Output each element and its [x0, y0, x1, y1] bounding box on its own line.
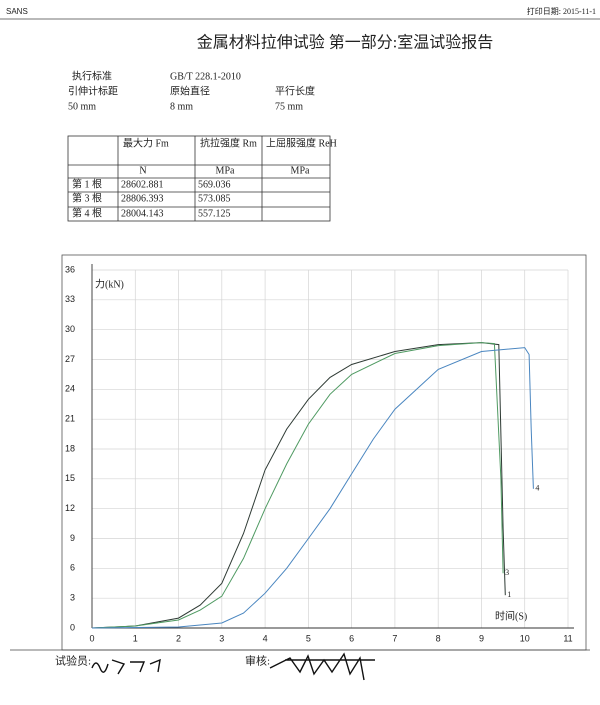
- x-tick-label: 11: [563, 633, 572, 643]
- series-label: 3: [505, 568, 509, 577]
- y-tick-label: 36: [65, 264, 75, 274]
- x-tick-label: 0: [89, 633, 94, 643]
- x-tick-label: 3: [219, 633, 224, 643]
- y-tick-label: 21: [65, 414, 75, 424]
- curve: [91, 342, 504, 629]
- table-border: [67, 135, 331, 222]
- table-unit: N: [139, 165, 146, 176]
- reviewer-label: 审核:: [245, 654, 270, 668]
- y-tick-label: 0: [70, 622, 75, 632]
- y-tick-label: 9: [70, 533, 75, 543]
- info-label: 执行标准: [72, 69, 112, 82]
- table-cell: 第 3 根: [72, 191, 102, 204]
- table-unit: MPa: [216, 165, 235, 176]
- y-tick-label: 33: [65, 294, 75, 304]
- info-value: 75 mm: [275, 101, 303, 112]
- y-tick-label: 27: [65, 354, 75, 364]
- x-tick-label: 4: [263, 633, 268, 643]
- signature: [269, 652, 375, 681]
- table-cell: 557.125: [198, 208, 231, 219]
- y-tick-label: 15: [65, 473, 75, 483]
- table-cell: 第 1 根: [72, 177, 102, 190]
- x-tick-label: 5: [306, 633, 311, 643]
- tester-label: 试验员:: [55, 654, 91, 668]
- result-table: [67, 135, 331, 222]
- info-value: 8 mm: [170, 101, 193, 112]
- table-cell: 569.036: [198, 179, 231, 190]
- y-tick-label: 24: [65, 384, 75, 394]
- x-tick-label: 7: [392, 633, 397, 643]
- curve: [91, 347, 534, 629]
- info-label: 平行长度: [275, 84, 315, 97]
- y-tick-label: 30: [65, 324, 75, 334]
- curve: [91, 342, 506, 629]
- table-cell: 第 4 根: [72, 206, 102, 219]
- table-header: 上屈服强度 ReH: [266, 136, 337, 149]
- x-tick-label: 1: [133, 633, 138, 643]
- table-cell: 28806.393: [121, 193, 164, 204]
- info-label: 原始直径: [170, 84, 210, 97]
- table-cell: 28004.143: [121, 208, 164, 219]
- title: 金属材料拉伸试验 第一部分:室温试验报告: [197, 34, 493, 52]
- y-tick-label: 18: [65, 443, 75, 453]
- y-tick-label: 6: [70, 563, 75, 573]
- x-tick-label: 6: [349, 633, 354, 643]
- table-unit: MPa: [291, 165, 310, 176]
- series-label: 4: [535, 484, 539, 493]
- info-value: GB/T 228.1-2010: [170, 71, 241, 82]
- brand: SANS: [6, 7, 28, 16]
- info-value: 50 mm: [68, 101, 96, 112]
- y-tick-label: 12: [65, 503, 75, 513]
- y-axis-label: 力(kN): [95, 277, 124, 290]
- print-date: 打印日期: 2015-11-1: [527, 6, 596, 16]
- x-tick-label: 9: [479, 633, 484, 643]
- series-label: 1: [507, 590, 511, 599]
- info-label: 引伸计标距: [68, 84, 118, 97]
- table-header: 最大力 Fm: [123, 136, 169, 149]
- x-tick-label: 10: [520, 633, 530, 643]
- y-tick-label: 3: [70, 593, 75, 603]
- table-header: 抗拉强度 Rm: [200, 136, 257, 149]
- x-axis-label: 时间(S): [495, 609, 527, 622]
- signature: [91, 658, 161, 675]
- table-cell: 573.085: [198, 193, 231, 204]
- x-tick-label: 2: [176, 633, 181, 643]
- table-cell: 28602.881: [121, 179, 164, 190]
- x-tick-label: 8: [436, 633, 441, 643]
